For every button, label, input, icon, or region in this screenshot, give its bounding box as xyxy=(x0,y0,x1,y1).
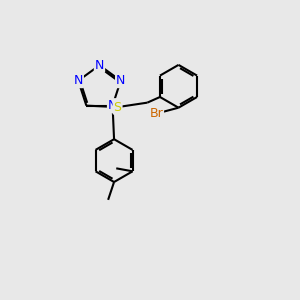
Text: N: N xyxy=(108,99,117,112)
Text: N: N xyxy=(74,74,83,87)
Text: N: N xyxy=(116,74,125,87)
Text: N: N xyxy=(95,59,104,72)
Text: Br: Br xyxy=(149,107,163,120)
Text: S: S xyxy=(114,100,122,114)
